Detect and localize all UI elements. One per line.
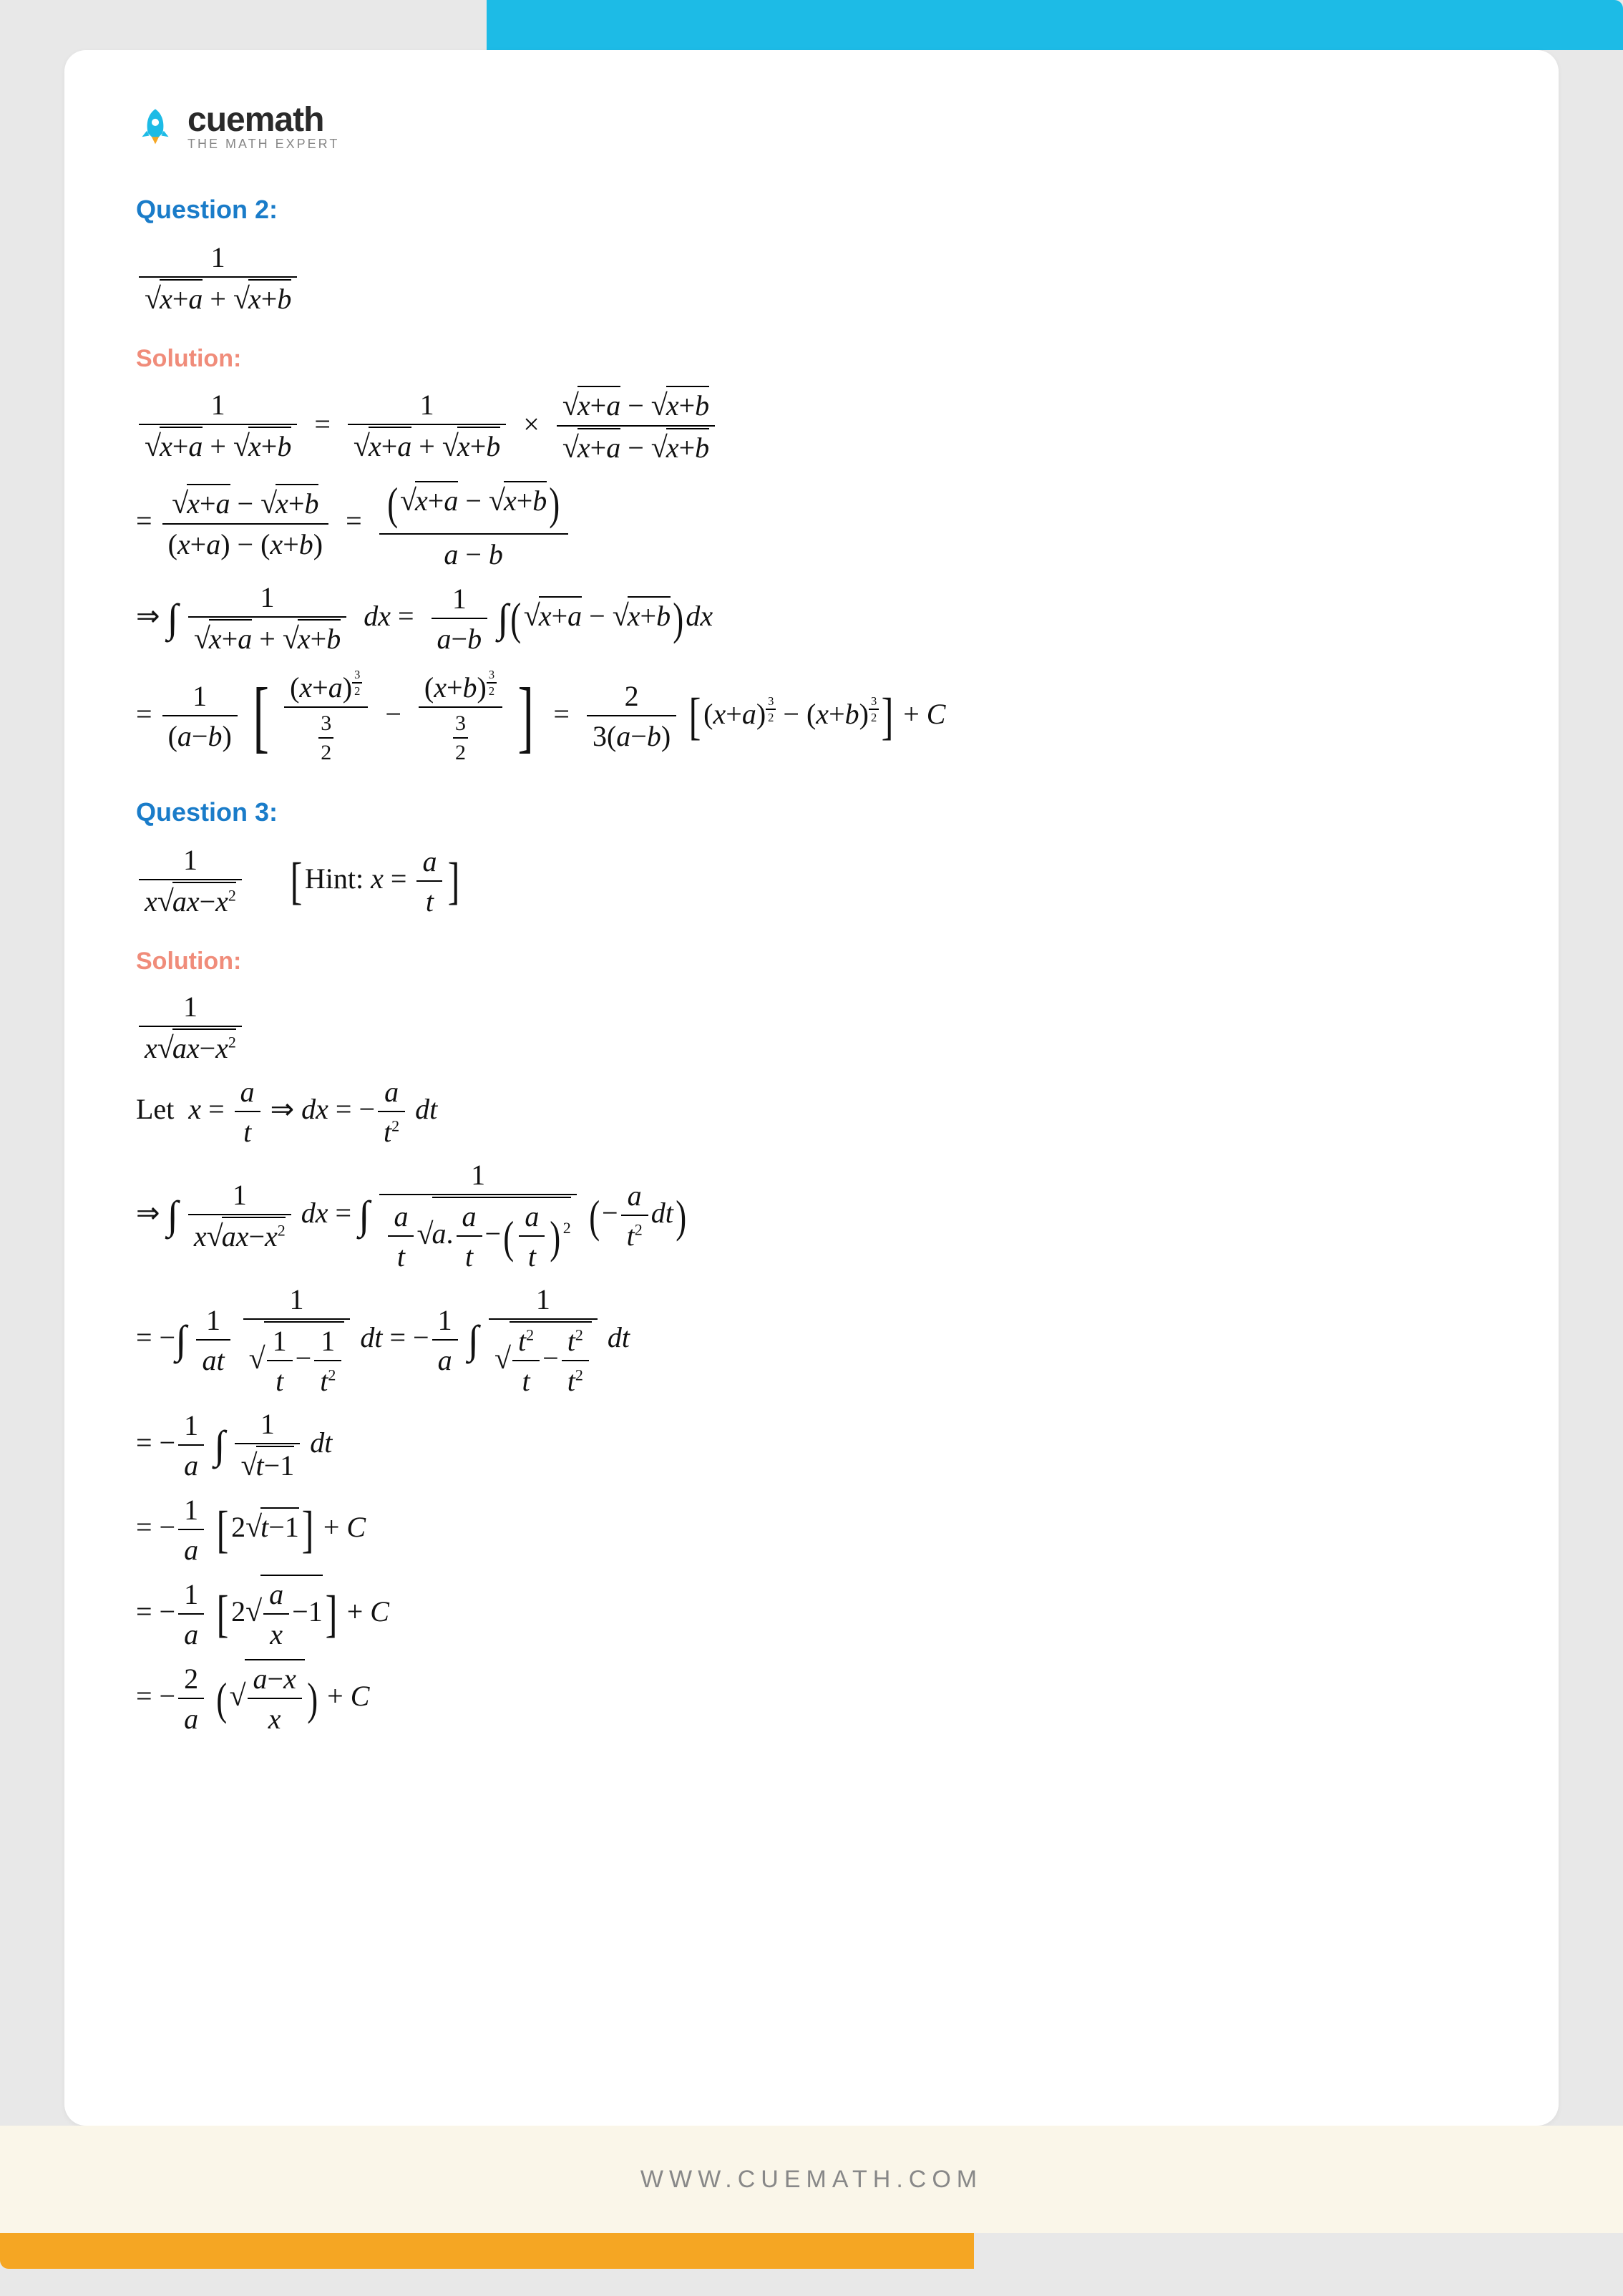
let-word: Let [136,1094,174,1126]
q3-sol-line-5: = −1a ∫ 1t−1 dt [136,1406,1487,1486]
q2-sol-line-2: = x+a − x+b(x+a) − (x+b) = (x+a − x+b)a … [136,474,1487,573]
question-3-heading: Question 3: [136,797,1487,827]
brand-tagline: THE MATH EXPERT [187,137,339,152]
q3-sol-line-2: Let x = at ⇒ dx = −at2 dt [136,1074,1487,1151]
q2-solution-heading: Solution: [136,345,1487,373]
footer-bar: WWW.CUEMATH.COM [0,2126,1623,2233]
q3-sol-line-3: ⇒ ∫ 1xax−x2 dx = ∫ 1ata.at−(at)2 (−at2dt… [136,1157,1487,1275]
footer-url: WWW.CUEMATH.COM [640,2166,983,2194]
q3-sol-line-8: = −2a (a−xx) + C [136,1659,1487,1738]
rocket-icon [136,107,175,145]
q2-sol-line-1: 1x+a + x+b = 1x+a + x+b × x+a − x+bx+a −… [136,386,1487,468]
q2-sol-line-3: ⇒ ∫ 1x+a + x+b dx = 1a−b ∫(x+a − x+b)dx [136,579,1487,659]
q3-sol-line-4: = −∫ 1at 11t−1t2 dt = −1a ∫ 1t2t−t2t2 dt [136,1281,1487,1400]
q3-hint-label: Hint: [305,862,364,895]
q3-solution-heading: Solution: [136,948,1487,976]
brand-name: cuemath [187,100,339,140]
q3-sol-line-7: = −1a [2ax−1] + C [136,1575,1487,1653]
q2-sol-line-4: = 1(a−b) [ (x+a)3232 − (x+b)3232 ] = 23(… [136,665,1487,769]
page-card: cuemath THE MATH EXPERT Question 2: 1x+a… [64,50,1559,2126]
brand-logo-row: cuemath THE MATH EXPERT [136,100,1487,152]
q3-problem: 1xax−x2 [Hint: x = at] [136,842,1487,922]
question-2-heading: Question 2: [136,195,1487,225]
q3-sol-line-1: 1xax−x2 [136,988,1487,1069]
q3-sol-line-6: = −1a [2t−1] + C [136,1492,1487,1569]
bottom-accent-stripe [0,2233,974,2269]
top-accent-stripe [487,0,1623,50]
q2-problem: 1x+a + x+b [136,239,1487,319]
